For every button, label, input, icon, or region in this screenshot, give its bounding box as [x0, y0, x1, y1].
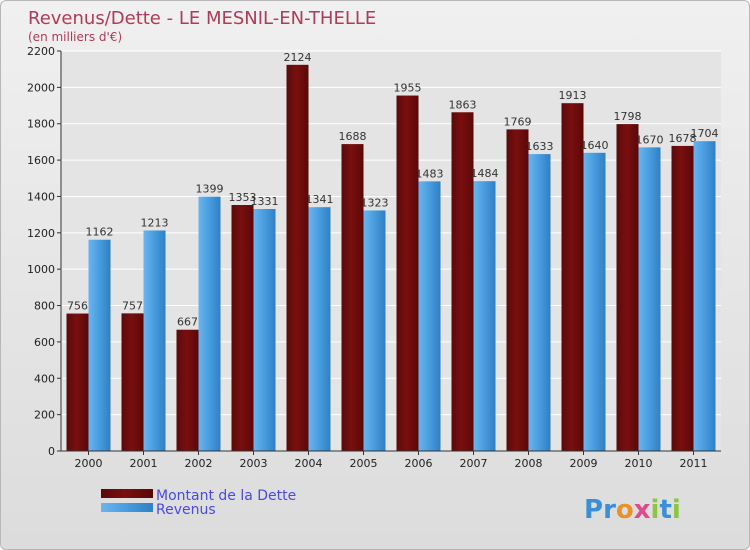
- data-label: 1483: [416, 167, 444, 180]
- x-tick-label: 2000: [75, 457, 103, 470]
- y-tick-label: 2000: [27, 81, 55, 94]
- bar-revenus: [198, 196, 221, 451]
- bar-revenus: [638, 147, 661, 451]
- y-tick-label: 200: [34, 409, 55, 422]
- bar-revenus: [693, 141, 716, 451]
- bar-dette: [616, 124, 639, 451]
- grid: [61, 50, 721, 452]
- data-label: 1913: [559, 89, 587, 102]
- bar-dette: [121, 313, 144, 451]
- x-tick-label: 2001: [130, 457, 158, 470]
- data-label: 1955: [394, 82, 422, 95]
- y-tick-label: 600: [34, 336, 55, 349]
- y-tick-label: 400: [34, 372, 55, 385]
- chart-title: Revenus/Dette - LE MESNIL-EN-THELLE: [28, 8, 376, 29]
- y-tick-label: 1200: [27, 227, 55, 240]
- bar-revenus: [143, 230, 166, 451]
- bar-dette: [66, 313, 89, 451]
- data-label: 1633: [526, 140, 554, 153]
- legend-swatch: [101, 503, 153, 512]
- y-tick-label: 0: [48, 445, 55, 458]
- bar-dette: [671, 145, 694, 451]
- chart-subtitle: (en milliers d'€): [28, 30, 122, 44]
- data-label: 2124: [284, 51, 312, 64]
- bar-revenus: [308, 207, 331, 451]
- bar-dette: [231, 205, 254, 451]
- data-label: 756: [67, 300, 88, 313]
- bar-revenus: [473, 181, 496, 451]
- data-label: 1640: [581, 139, 609, 152]
- data-label: 1769: [504, 115, 532, 128]
- data-label: 1704: [691, 127, 719, 140]
- y-tick-label: 1000: [27, 263, 55, 276]
- data-label: 1678: [669, 132, 697, 145]
- data-label: 1162: [86, 226, 114, 239]
- data-label: 1213: [141, 216, 169, 229]
- data-label: 1484: [471, 167, 499, 180]
- bar-dette: [506, 129, 529, 451]
- x-tick-label: 2008: [515, 457, 543, 470]
- data-label: 1399: [196, 183, 224, 196]
- x-tick-label: 2009: [570, 457, 598, 470]
- x-tick-label: 2011: [680, 457, 708, 470]
- bar-revenus: [583, 152, 606, 451]
- y-tick-label: 800: [34, 300, 55, 313]
- x-tick-label: 2004: [295, 457, 323, 470]
- data-label: 1863: [449, 98, 477, 111]
- bar-revenus: [363, 210, 386, 451]
- x-tick-label: 2006: [405, 457, 433, 470]
- x-tick-label: 2010: [625, 457, 653, 470]
- bar-revenus: [253, 209, 276, 451]
- data-label: 1323: [361, 196, 389, 209]
- x-tick-label: 2005: [350, 457, 378, 470]
- bar-dette: [341, 144, 364, 451]
- proxiti-wordmark: Proxiti: [584, 495, 681, 525]
- proxiti-logo: Proxiti: [584, 495, 681, 525]
- data-label: 1670: [636, 133, 664, 146]
- bar-dette: [176, 329, 199, 451]
- data-label: 1331: [251, 195, 279, 208]
- bar-dette: [286, 64, 309, 451]
- x-tick-label: 2003: [240, 457, 268, 470]
- legend-swatch: [101, 489, 153, 498]
- x-tick-label: 2002: [185, 457, 213, 470]
- data-label: 1341: [306, 193, 334, 206]
- legend-label: Montant de la Dette: [156, 488, 296, 504]
- bar-revenus: [528, 154, 551, 451]
- bar-revenus: [418, 181, 441, 451]
- x-axis: 2000 2001 2002 2003 2004 2005 2006 2007 2008 2009…: [61, 450, 721, 470]
- bar-dette: [451, 112, 474, 451]
- data-label: 667: [177, 316, 198, 329]
- data-label: 1353: [229, 191, 257, 204]
- bar-dette: [561, 103, 584, 451]
- plot-area: [61, 51, 721, 451]
- y-tick-label: 1400: [27, 190, 55, 203]
- x-tick-label: 2007: [460, 457, 488, 470]
- y-tick-label: 1600: [27, 154, 55, 167]
- data-label: 1688: [339, 130, 367, 143]
- y-tick-label: 2200: [27, 45, 55, 58]
- legend-label: Revenus: [156, 502, 216, 518]
- data-label: 757: [122, 299, 143, 312]
- y-axis: 0 200 400 600 800 1000 1200 1400 1600 1800 2000 220…: [27, 45, 62, 458]
- bar-dette: [396, 95, 419, 451]
- data-label: 1798: [614, 110, 642, 123]
- bar-revenus: [88, 239, 111, 451]
- y-tick-label: 1800: [27, 118, 55, 131]
